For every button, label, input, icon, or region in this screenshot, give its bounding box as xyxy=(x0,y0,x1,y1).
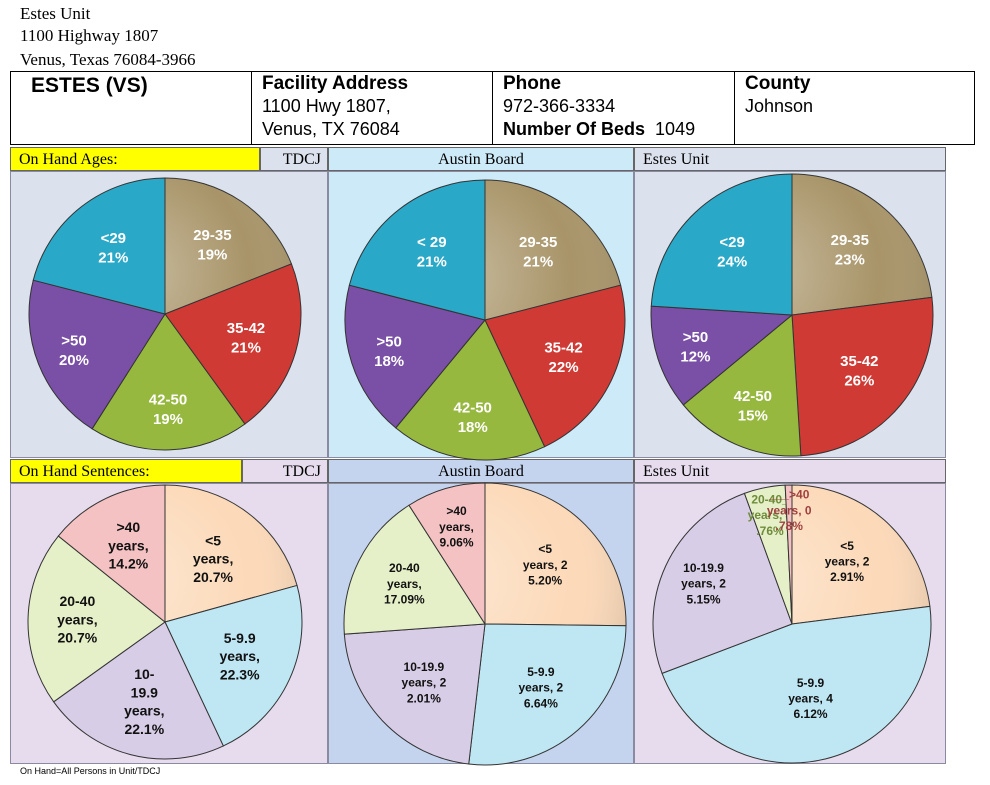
address-line-1: Estes Unit xyxy=(20,4,91,23)
data-label-sent-estes-1: 5-9.9 years, 4 6.12% xyxy=(788,676,833,721)
data-label-ages-tdcj-1: 35-42 21% xyxy=(227,320,265,357)
data-label-sent-austin-4: >40 years, 9.06% xyxy=(439,504,474,549)
data-label-sent-tdcj-1: 5-9.9 years, 22.3% xyxy=(219,630,260,682)
facility-address-cell: Facility Address 1100 Hwy 1807, Venus, T… xyxy=(252,72,493,144)
data-label-ages-estes-3: >50 12% xyxy=(680,329,710,366)
pie-sent-estes: <5 years, 2 2.91% 5-9.9 years, 4 6.12% 10-19.9… xyxy=(652,484,932,764)
slice-sent-austin-2 xyxy=(343,623,486,765)
data-label-sent-tdcj-2: 10-19.9 years, 22.1% xyxy=(124,666,165,737)
slice-ages-estes-1 xyxy=(791,296,934,457)
sentences-col-estes: Estes Unit xyxy=(634,459,946,483)
data-label-sent-austin-3: 20-40 years, 17.09% xyxy=(384,561,425,606)
slice-ages-austin-2 xyxy=(395,319,546,461)
facility-address-line-2: Venus, TX 76084 xyxy=(262,119,400,139)
data-label-ages-austin-3: >50 18% xyxy=(374,334,404,371)
facility-name-cell: ESTES (VS) xyxy=(11,72,252,144)
address-line-2: 1100 Highway 1807 xyxy=(20,26,159,45)
slice-sent-austin-0 xyxy=(484,482,627,627)
county-label: County xyxy=(745,73,811,94)
facility-name: ESTES (VS) xyxy=(31,74,148,97)
slice-ages-estes-3 xyxy=(650,305,794,406)
data-label-ages-estes-2: 42-50 15% xyxy=(734,388,772,425)
slice-ages-austin-1 xyxy=(484,284,626,448)
data-label-ages-tdcj-3: >50 20% xyxy=(59,333,89,370)
data-label-sent-estes-0: <5 years, 2 2.91% xyxy=(825,539,870,584)
pie-ages-tdcj: 29-35 19% 35-42 21% 42-50 19% >50 20% <29 21% xyxy=(28,177,302,451)
ages-section-title: On Hand Ages: xyxy=(10,147,260,171)
slice-sent-austin-3 xyxy=(343,504,486,635)
facility-address-line-1: 1100 Hwy 1807, xyxy=(262,96,391,116)
data-label-sent-tdcj-0: <5 years, 20.7% xyxy=(193,532,234,584)
data-label-ages-austin-4: < 29 21% xyxy=(417,234,447,271)
facility-info-box: ESTES (VS) Facility Address 1100 Hwy 180… xyxy=(10,71,975,145)
slice-sent-tdcj-1 xyxy=(164,584,303,747)
beds-label: Number Of Beds xyxy=(503,119,646,139)
data-label-ages-austin-1: 35-42 22% xyxy=(544,339,582,376)
data-label-sent-estes-4: ___>40 years, 0.78% xyxy=(767,488,812,533)
slice-sent-tdcj-4 xyxy=(57,484,166,624)
slice-ages-estes-2 xyxy=(682,313,802,457)
data-label-ages-estes-1: 35-42 26% xyxy=(840,353,878,390)
county-value: Johnson xyxy=(745,96,814,116)
slice-ages-tdcj-3 xyxy=(28,279,166,430)
slice-ages-tdcj-1 xyxy=(164,263,302,425)
sentences-col-tdcj: TDCJ xyxy=(242,459,328,483)
data-label-sent-estes-3: 20-40_ years, 4.76% xyxy=(748,493,793,538)
sentences-section-title: On Hand Sentences: xyxy=(10,459,242,483)
ages-col-austin: Austin Board xyxy=(328,147,634,171)
phone-cell: Phone 972-366-3334 Number Of Beds 1049 xyxy=(493,72,735,144)
slice-ages-austin-3 xyxy=(344,284,486,429)
data-label-sent-tdcj-4: >40 years, 14.2% xyxy=(108,519,149,571)
data-label-ages-estes-0: 29-35 23% xyxy=(831,232,869,269)
facility-address-label: Facility Address xyxy=(262,73,409,94)
address-line-3: Venus, Texas 76084-3966 xyxy=(20,50,196,69)
data-label-ages-tdcj-4: <29 21% xyxy=(98,230,128,266)
slice-sent-austin-1 xyxy=(468,623,627,766)
data-label-ages-estes-4: <29 24% xyxy=(717,234,747,271)
data-label-sent-estes-2: 10-19.9 years, 2 5.15% xyxy=(681,561,726,606)
data-label-ages-tdcj-2: 42-50 19% xyxy=(149,392,187,429)
data-label-sent-austin-2: 10-19.9 years, 2 2.01% xyxy=(402,660,447,705)
ages-col-estes: Estes Unit xyxy=(634,147,946,171)
county-cell: County Johnson xyxy=(735,72,974,144)
ages-col-tdcj: TDCJ xyxy=(260,147,328,171)
slice-sent-estes-1 xyxy=(661,605,932,764)
slice-sent-estes-4 xyxy=(784,484,793,625)
sentences-col-austin: Austin Board xyxy=(328,459,634,483)
data-label-ages-austin-0: 29-35 21% xyxy=(519,234,557,271)
data-label-sent-austin-1: 5-9.9 years, 2 6.64% xyxy=(519,665,564,710)
beds-value: 1049 xyxy=(655,119,696,139)
data-label-ages-austin-2: 42-50 18% xyxy=(454,400,492,437)
slice-ages-estes-4 xyxy=(650,173,793,316)
slice-sent-estes-2 xyxy=(652,492,793,674)
pie-sent-austin: <5 years, 2 5.20% 5-9.9 years, 2 6.64% 10-19.9… xyxy=(343,482,627,766)
pie-ages-estes: 29-35 23% 35-42 26% 42-50 15% >50 12% <29 24% xyxy=(650,173,934,457)
data-label-sent-tdcj-3: 20-40 years, 20.7% xyxy=(57,593,98,645)
slice-ages-tdcj-4 xyxy=(32,177,166,315)
pie-sent-tdcj: <5 years, 20.7% 5-9.9 years, 22.3% 10-19.9 year… xyxy=(27,484,303,760)
slice-ages-tdcj-2 xyxy=(91,313,246,451)
slice-sent-tdcj-2 xyxy=(52,621,224,760)
pie-ages-austin: 29-35 21% 35-42 22% 42-50 18% >50 18% < 29 21% xyxy=(344,179,626,461)
data-label-sent-austin-0: <5 years, 2 5.20% xyxy=(523,542,568,587)
slice-sent-tdcj-3 xyxy=(27,535,166,703)
phone-value: 972-366-3334 xyxy=(503,96,616,116)
data-label-ages-tdcj-0: 29-35 19% xyxy=(193,227,231,264)
slice-ages-austin-4 xyxy=(348,179,486,321)
phone-label: Phone xyxy=(503,73,562,94)
slice-sent-austin-4 xyxy=(408,482,486,626)
footnote: On Hand=All Persons in Unit/TDCJ xyxy=(20,766,161,776)
